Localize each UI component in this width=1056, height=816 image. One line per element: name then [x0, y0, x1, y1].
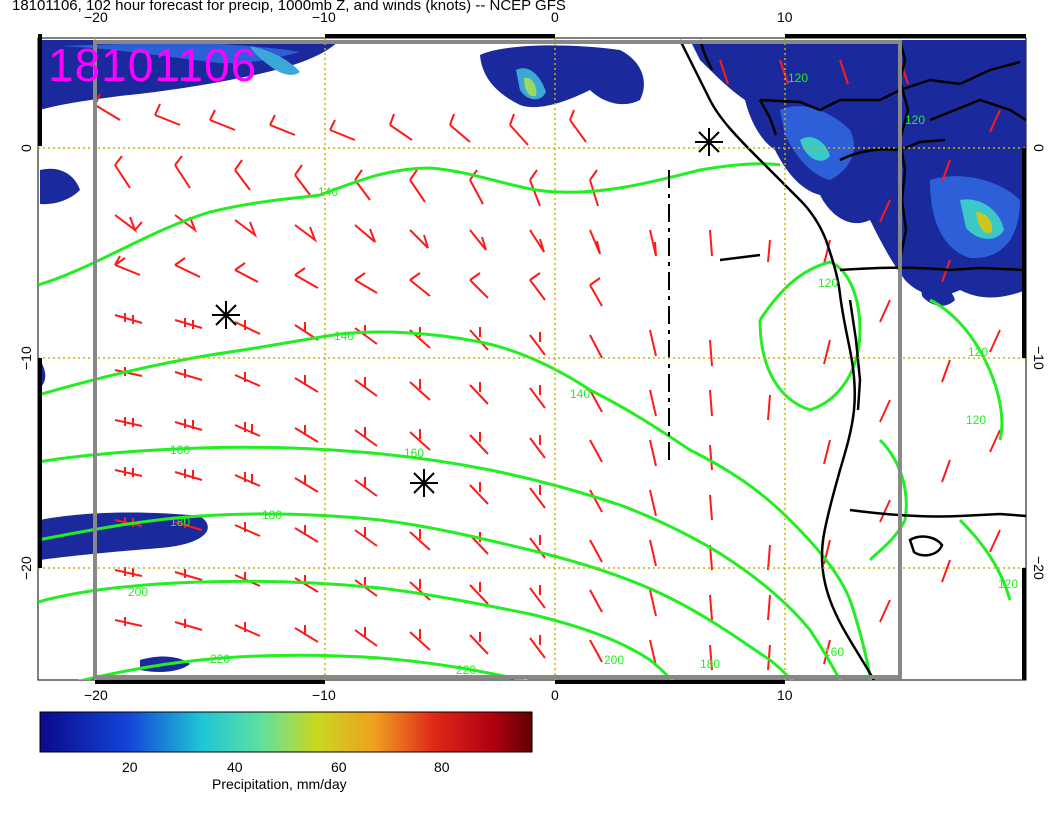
axis-bars [38, 34, 1026, 684]
contour-label: 200 [604, 653, 624, 667]
contour-label: 120 [998, 577, 1018, 591]
lon-tick-label: 0 [551, 687, 559, 703]
precip-field [40, 40, 1026, 672]
top-lon-ticks: −20 −10 0 10 [84, 9, 793, 25]
contour-label: 140 [570, 387, 590, 401]
precip-colorbar [39, 711, 533, 753]
lat-tick-label: 0 [1031, 144, 1047, 152]
date-stamp: 18101106 [48, 39, 258, 91]
asterisk-marker [410, 469, 438, 497]
lat-tick-label: −10 [18, 346, 34, 370]
lon-tick-label: −10 [312, 9, 336, 25]
lat-tick-label: 0 [18, 144, 34, 152]
right-lat-ticks: 0 −10 −20 [1031, 144, 1047, 580]
contour-label: 180 [262, 508, 282, 522]
contour-label: 160 [404, 446, 424, 460]
contour-label: 220 [456, 663, 476, 677]
asterisk-marker [695, 128, 723, 156]
lon-tick-label: 10 [777, 687, 793, 703]
asterisk-marker [212, 301, 240, 329]
contour-label: 140 [334, 329, 354, 343]
contour-label: 180 [170, 515, 190, 529]
colorbar-tick-label: 40 [227, 759, 243, 775]
colorbar-tick-label: 60 [331, 759, 347, 775]
lat-tick-label: −10 [1031, 346, 1047, 370]
contour-label: 120 [905, 113, 925, 127]
colorbar-tick-label: 20 [122, 759, 138, 775]
lon-tick-label: 10 [777, 9, 793, 25]
contour-labels: 140 140 140 160 160 180 180 200 200 220 … [128, 71, 1018, 677]
contour-label: 120 [818, 276, 838, 290]
lon-tick-label: −20 [84, 9, 108, 25]
lat-tick-label: −20 [1031, 556, 1047, 580]
contour-label: 140 [318, 185, 338, 199]
lon-tick-label: −20 [84, 687, 108, 703]
colorbar-tick-label: 80 [434, 759, 450, 775]
lon-tick-label: −10 [312, 687, 336, 703]
contour-label: 180 [700, 657, 720, 671]
domain-box [93, 40, 902, 679]
contour-label: 160 [824, 645, 844, 659]
contour-label: 160 [170, 443, 190, 457]
colorbar-label: Precipitation, mm/day [212, 776, 347, 792]
wind-barbs [94, 59, 1001, 671]
contour-label: 220 [210, 652, 230, 666]
map-title: 18101106, 102 hour forecast for precip, … [12, 0, 566, 14]
colorbar-ticks: 20 40 60 80 [122, 759, 450, 775]
left-lat-ticks: 0 −10 −20 [18, 144, 34, 580]
contour-label: 120 [968, 345, 988, 359]
contour-label: 200 [128, 585, 148, 599]
lat-tick-label: −20 [18, 556, 34, 580]
bottom-lon-ticks: −20 −10 0 10 [84, 687, 793, 703]
lon-tick-label: 0 [551, 9, 559, 25]
contour-label: 120 [966, 413, 986, 427]
contour-label: 120 [788, 71, 808, 85]
z1000-contours [38, 162, 1012, 680]
